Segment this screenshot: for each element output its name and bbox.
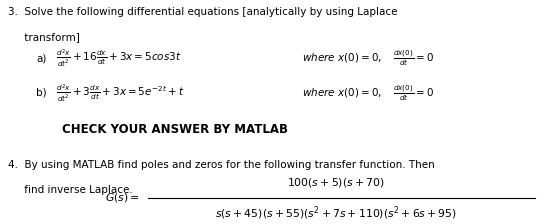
Text: CHECK YOUR ANSWER BY MATLAB: CHECK YOUR ANSWER BY MATLAB	[62, 123, 288, 136]
Text: $where\ x(0) = 0,\quad \frac{dx(0)}{dt} = 0$: $where\ x(0) = 0,\quad \frac{dx(0)}{dt} …	[302, 83, 435, 103]
Text: 3.  Solve the following differential equations [analytically by using Laplace: 3. Solve the following differential equa…	[8, 7, 398, 17]
Text: $s(s+45)(s+55)(s^2+7s+110)(s^2+6s+95)$: $s(s+45)(s+55)(s^2+7s+110)(s^2+6s+95)$	[215, 204, 457, 222]
Text: find inverse Laplace.: find inverse Laplace.	[8, 185, 133, 195]
Text: b): b)	[36, 88, 47, 98]
Text: $G(s) =$: $G(s) =$	[105, 191, 140, 204]
Text: $\frac{d^2x}{dt^2} + 16\frac{dx}{dt} + 3x = 5cos3t$: $\frac{d^2x}{dt^2} + 16\frac{dx}{dt} + 3…	[56, 48, 181, 69]
Text: a): a)	[36, 53, 47, 63]
Text: 4.  By using MATLAB find poles and zeros for the following transfer function. Th: 4. By using MATLAB find poles and zeros …	[8, 160, 435, 170]
Text: $100(s+5)(s+70)$: $100(s+5)(s+70)$	[287, 176, 385, 189]
Text: $\frac{d^2x}{dt^2} + 3\frac{dx}{dt} + 3x = 5e^{-2t} + t$: $\frac{d^2x}{dt^2} + 3\frac{dx}{dt} + 3x…	[56, 82, 184, 103]
Text: transform]: transform]	[8, 32, 80, 43]
Text: $where\ x(0) = 0,\quad \frac{dx(0)}{dt} = 0$: $where\ x(0) = 0,\quad \frac{dx(0)}{dt} …	[302, 48, 435, 68]
